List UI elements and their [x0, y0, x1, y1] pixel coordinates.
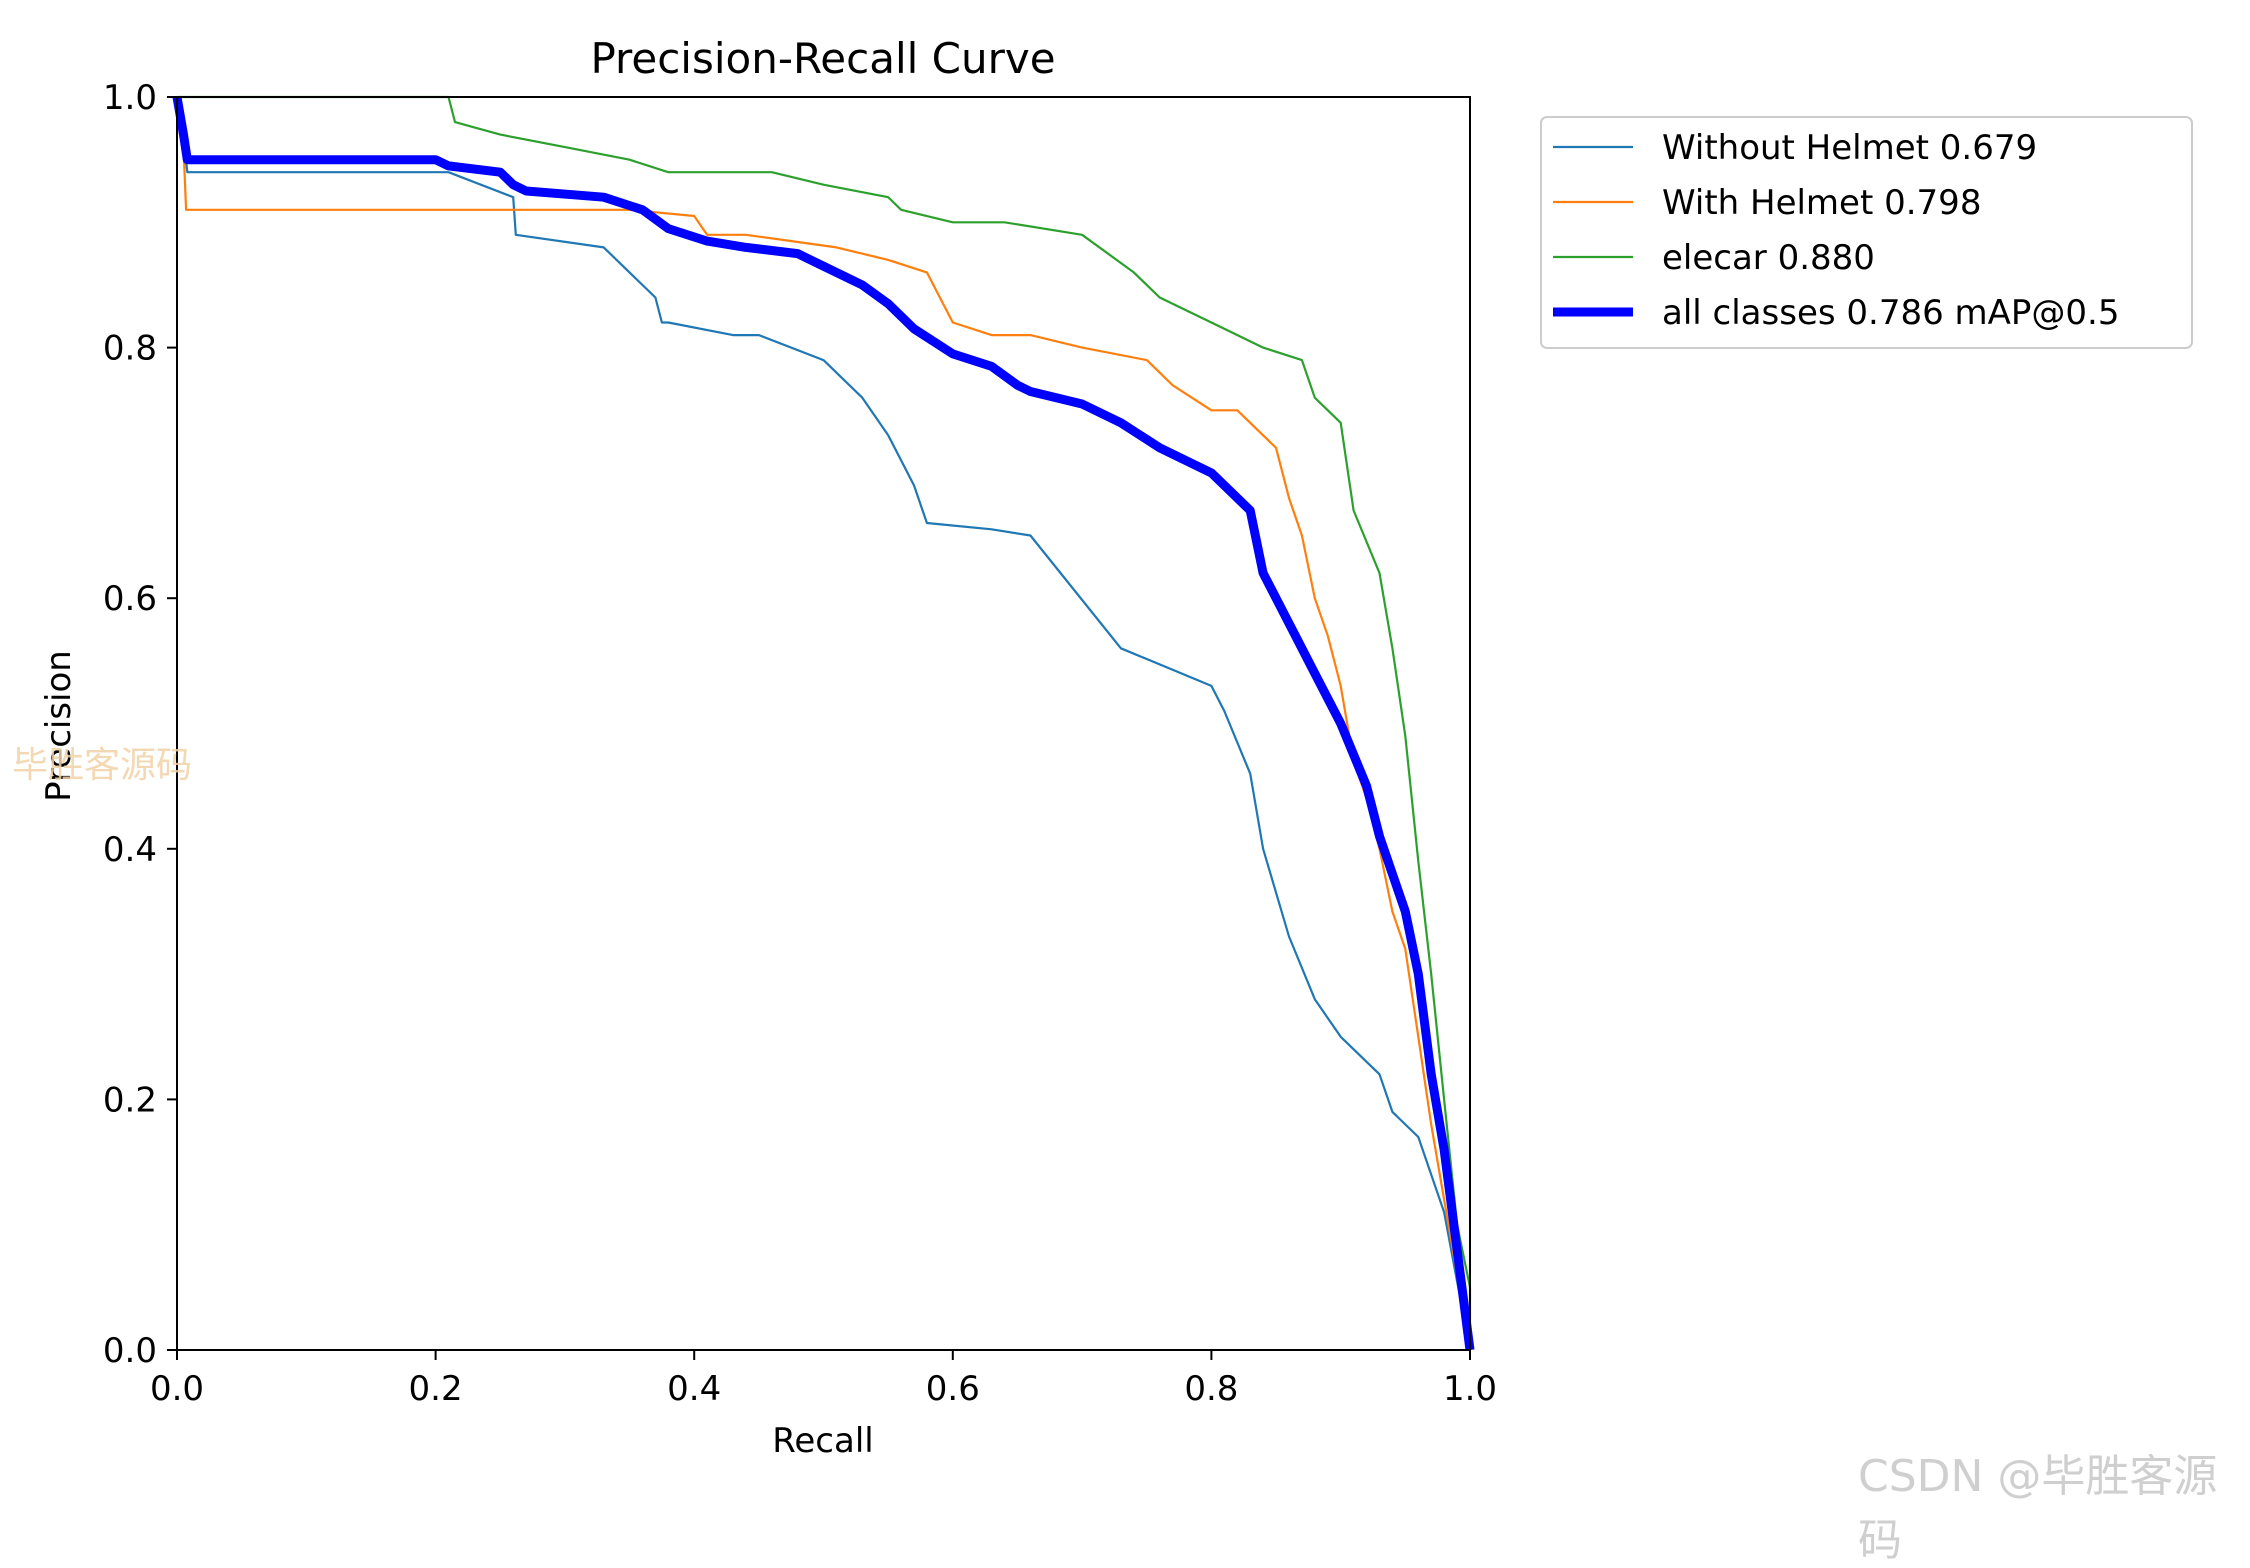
- x-tick-label: 0.2: [409, 1369, 463, 1409]
- series-line-0: [175, 96, 1472, 1351]
- y-tick-label: 0.0: [103, 1331, 157, 1371]
- legend: Without Helmet 0.679 With Helmet 0.798 ele…: [1540, 116, 2193, 349]
- x-axis-label: Recall: [772, 1421, 873, 1461]
- legend-box: [1540, 116, 2193, 349]
- series-layer: [172, 95, 1475, 1351]
- legend-label-2: elecar 0.880: [1662, 238, 1875, 278]
- chart-title: Precision-Recall Curve: [590, 34, 1055, 83]
- x-axis-ticks: 0.0 0.2 0.4 0.6 0.8 1.0: [150, 1350, 1497, 1409]
- y-tick-label: 1.0: [103, 78, 157, 118]
- y-tick-label: 0.2: [103, 1080, 157, 1120]
- series-line-1: [175, 96, 1472, 1351]
- legend-label-3: all classes 0.786 mAP@0.5: [1662, 293, 2119, 333]
- watermark-left: 毕胜客源码: [12, 745, 193, 786]
- pr-curve-chart: Precision-Recall Curve 0.0 0.2 0.4 0.6 0.8 1.…: [39, 34, 2193, 1461]
- series-line-3: [172, 96, 1475, 1351]
- x-tick-label: 0.6: [926, 1369, 980, 1409]
- x-tick-label: 0.0: [150, 1369, 204, 1409]
- x-tick-label: 0.4: [667, 1369, 721, 1409]
- x-tick-label: 1.0: [1443, 1369, 1497, 1409]
- y-axis-label: Precision: [39, 650, 79, 802]
- legend-label-0: Without Helmet 0.679: [1662, 128, 2037, 168]
- watermark-csdn: CSDN @毕胜客源码: [1858, 1451, 2218, 1566]
- series-line-2: [177, 95, 1472, 1350]
- x-tick-label: 0.8: [1184, 1369, 1238, 1409]
- y-tick-label: 0.6: [103, 579, 157, 619]
- plot-frame: [176, 96, 1471, 1351]
- y-tick-label: 0.4: [103, 830, 157, 870]
- y-axis-ticks: 0.0 0.2 0.4 0.6 0.8 1.0: [103, 78, 177, 1371]
- y-tick-label: 0.8: [103, 329, 157, 369]
- legend-label-1: With Helmet 0.798: [1662, 183, 1981, 223]
